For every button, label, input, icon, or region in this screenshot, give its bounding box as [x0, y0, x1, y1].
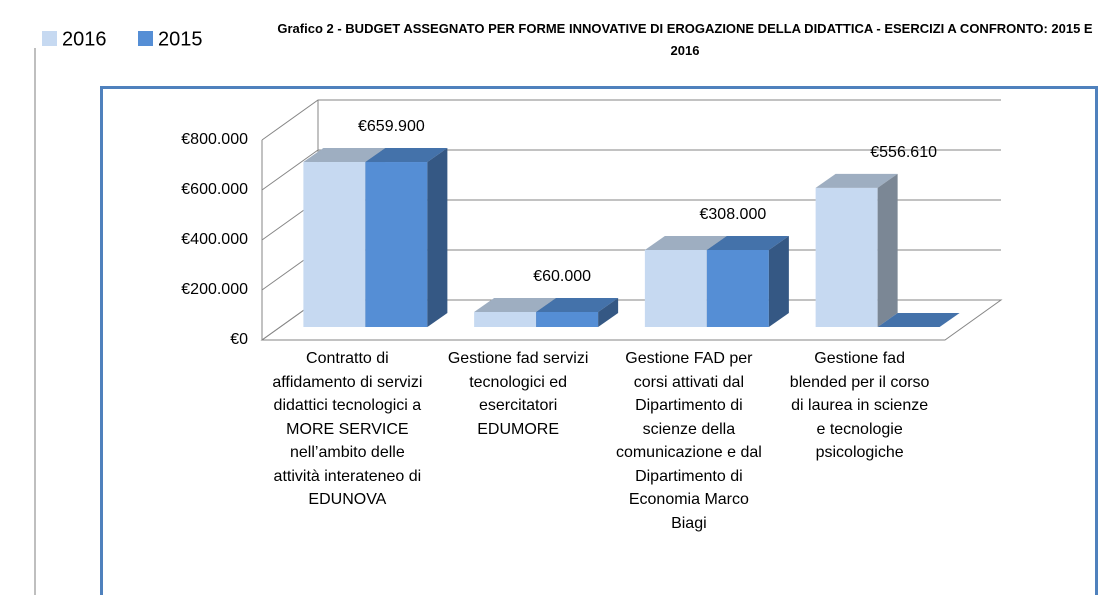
legend-label: 2016 — [62, 28, 107, 50]
y-tick-label: €800.000 — [181, 131, 248, 148]
bar-top — [815, 173, 898, 188]
bar-front — [815, 187, 878, 327]
x-tick-label: Gestione fad blended per il corso di lau… — [789, 350, 930, 461]
grid-line — [261, 149, 1001, 191]
y-tick-label: €0 — [230, 331, 248, 348]
x-tick-label: Gestione FAD per corsi attivati dal Dipa… — [615, 350, 762, 532]
floor — [260, 299, 1003, 341]
bar-front — [303, 162, 366, 327]
x-tick-label: Gestione fad servizi tecnologici ed eser… — [447, 350, 589, 438]
bar-top — [877, 313, 960, 327]
bar-top — [474, 298, 557, 312]
bar-front — [644, 250, 707, 327]
chart-title: Grafico 2 - BUDGET ASSEGNATO PER FORME I… — [277, 21, 1093, 58]
bar-front — [536, 312, 599, 327]
bar-top — [303, 148, 386, 163]
y-tick-label: €200.000 — [181, 281, 248, 298]
plot-border — [100, 86, 1098, 595]
bar-side — [598, 298, 619, 327]
data-label: €659.900 — [358, 118, 425, 135]
x-tick-label: Contratto di affidamento di servizi dida… — [272, 350, 423, 508]
bar-front — [365, 162, 428, 327]
data-label: €556.610 — [870, 144, 937, 161]
bar-side — [877, 173, 898, 327]
bar-top — [644, 236, 727, 250]
bar-side — [427, 148, 448, 327]
bar-top — [536, 298, 619, 312]
bar-side — [768, 236, 789, 327]
legend-label: 2015 — [158, 28, 203, 50]
bar-top — [365, 148, 448, 163]
y-tick-label: €400.000 — [181, 231, 248, 248]
legend-swatch — [42, 31, 57, 46]
bar-front — [706, 250, 769, 327]
grid-line — [261, 99, 1001, 141]
legend-swatch — [138, 31, 153, 46]
y-tick-label: €600.000 — [181, 181, 248, 198]
data-label: €308.000 — [700, 206, 767, 223]
data-label: €60.000 — [533, 268, 591, 285]
bar-front — [474, 312, 537, 327]
bar-top — [706, 236, 789, 250]
